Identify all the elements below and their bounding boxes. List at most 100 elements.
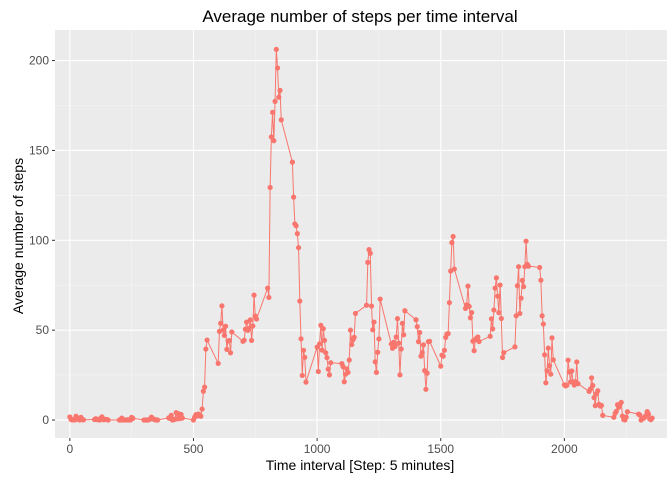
data-point xyxy=(345,369,351,375)
data-point xyxy=(438,363,444,369)
data-point xyxy=(204,337,210,343)
data-point xyxy=(291,194,297,200)
y-tick-label: 150 xyxy=(29,143,49,157)
data-point xyxy=(246,325,252,331)
data-point xyxy=(469,309,475,316)
data-point xyxy=(278,117,284,123)
data-point xyxy=(315,368,321,375)
data-point xyxy=(302,354,308,360)
data-point xyxy=(250,323,256,329)
data-point xyxy=(155,417,161,423)
data-point xyxy=(591,394,597,401)
data-point xyxy=(394,316,401,322)
data-point xyxy=(537,264,543,271)
data-point xyxy=(517,310,523,317)
data-point xyxy=(499,354,506,361)
y-tick-label: 200 xyxy=(29,54,49,68)
data-point xyxy=(266,294,272,301)
data-point xyxy=(300,347,307,353)
data-point xyxy=(417,329,423,336)
data-point xyxy=(298,336,304,342)
data-point xyxy=(349,341,355,348)
data-point xyxy=(574,359,580,365)
data-point xyxy=(467,315,474,321)
data-point xyxy=(105,417,111,423)
data-point xyxy=(487,333,493,339)
data-point xyxy=(588,375,595,381)
data-point xyxy=(420,342,427,348)
x-tick-label: 0 xyxy=(66,442,73,456)
data-point xyxy=(271,138,277,144)
grid-lines xyxy=(55,30,667,438)
data-point xyxy=(649,415,655,421)
y-axis-title: Average number of steps xyxy=(10,158,26,314)
data-point xyxy=(268,134,274,140)
data-point xyxy=(270,109,276,115)
data-point xyxy=(516,264,522,270)
data-point xyxy=(179,415,185,421)
data-point xyxy=(328,360,334,366)
data-point xyxy=(363,302,370,308)
data-point xyxy=(273,46,279,53)
data-point xyxy=(450,233,456,240)
data-point xyxy=(424,370,430,376)
data-point xyxy=(399,320,406,326)
data-point xyxy=(352,310,359,317)
data-point xyxy=(371,319,377,325)
data-point xyxy=(543,380,549,386)
data-point xyxy=(267,184,273,191)
x-axis-title: Time interval [Step: 5 minutes] xyxy=(266,457,455,473)
data-point xyxy=(247,317,253,323)
data-point xyxy=(518,295,524,301)
data-point xyxy=(590,382,596,389)
x-tick-label: 1500 xyxy=(427,442,454,456)
series-layer xyxy=(67,46,655,423)
data-point xyxy=(476,338,482,345)
data-point xyxy=(496,310,502,316)
data-point xyxy=(229,329,235,335)
data-point xyxy=(365,259,371,265)
data-point xyxy=(326,372,333,378)
data-point xyxy=(618,399,624,406)
data-point xyxy=(168,412,174,418)
data-point xyxy=(220,327,226,333)
data-point xyxy=(624,409,631,415)
data-point xyxy=(396,340,402,346)
data-point xyxy=(402,308,408,314)
data-point xyxy=(130,415,136,422)
data-point xyxy=(319,347,325,353)
data-point xyxy=(495,293,501,299)
data-point xyxy=(440,353,446,359)
data-point xyxy=(569,368,575,374)
data-point xyxy=(294,231,300,237)
data-point xyxy=(323,350,329,356)
y-tick-label: 0 xyxy=(42,413,49,427)
data-point xyxy=(226,337,232,344)
data-point xyxy=(427,338,433,344)
data-point xyxy=(346,357,352,363)
data-point xyxy=(497,282,503,288)
data-point xyxy=(542,352,548,358)
data-point xyxy=(376,336,382,342)
data-point xyxy=(523,238,529,244)
data-point xyxy=(544,368,550,374)
data-point xyxy=(272,98,278,104)
data-point xyxy=(575,381,581,387)
data-point xyxy=(514,283,521,289)
data-point xyxy=(525,263,532,269)
chart-title: Average number of steps per time interva… xyxy=(202,7,517,26)
data-point xyxy=(351,334,357,340)
data-point xyxy=(471,348,477,354)
data-point xyxy=(277,87,283,93)
data-point xyxy=(221,332,227,338)
x-tick-label: 2000 xyxy=(551,442,578,456)
data-point xyxy=(423,386,429,392)
data-point xyxy=(538,277,544,283)
data-point xyxy=(520,284,527,290)
data-point xyxy=(392,343,398,349)
data-point xyxy=(393,334,399,340)
data-point xyxy=(223,323,229,329)
data-point xyxy=(215,360,221,367)
data-point xyxy=(623,414,629,420)
data-point xyxy=(501,350,507,356)
